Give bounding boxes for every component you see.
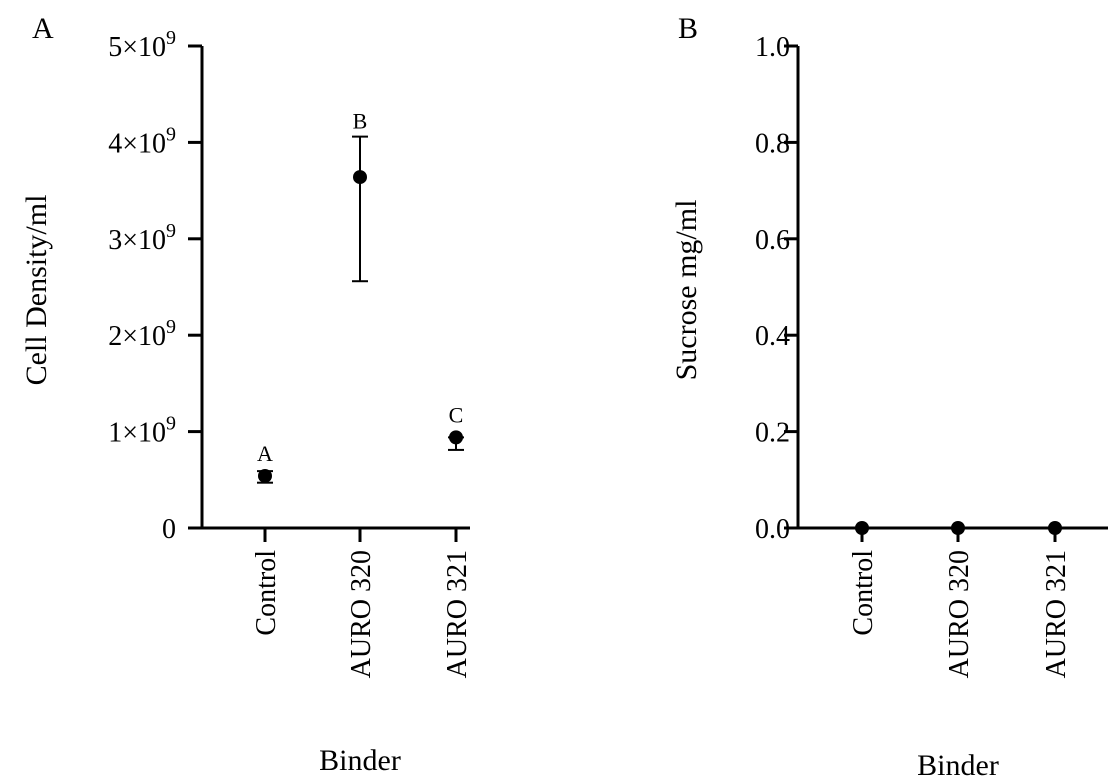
y-tick-label: 4×109 — [108, 123, 176, 159]
y-tick-label: 5×109 — [108, 27, 176, 63]
y-tick-label: 0.2 — [755, 418, 790, 449]
y-tick-label: 1.0 — [755, 32, 790, 63]
panel-label-b: B — [678, 12, 698, 45]
significance-label: A — [257, 441, 273, 466]
y-tick-label: 0.8 — [755, 128, 790, 159]
x-tick-label: AURO 321 — [1041, 550, 1072, 678]
data-point — [1048, 521, 1062, 535]
x-tick-label: AURO 321 — [442, 550, 473, 678]
y-tick-label: 0.6 — [755, 225, 790, 256]
y-tick-label: 0.0 — [755, 514, 790, 545]
y-axis-title-b: Sucrose mg/ml — [670, 200, 703, 381]
y-axis-title-a: Cell Density/ml — [20, 195, 53, 386]
x-tick-label: Control — [251, 550, 282, 636]
x-axis-title-a: Binder — [319, 744, 401, 777]
x-axis-title-b: Binder — [917, 749, 999, 782]
panel-label-a: A — [32, 12, 54, 45]
data-point — [855, 521, 869, 535]
x-tick-label: Control — [848, 550, 879, 636]
data-point — [258, 468, 272, 483]
panel-b: B Sucrose mg/ml Binder 0.0 0.2 0.4 0.6 0.8 1.… — [670, 12, 1108, 782]
panel-a: A Cell Density/ml Binder 0 1×109 2×109 3×10… — [20, 12, 473, 777]
y-tick-label: 1×109 — [108, 413, 176, 449]
significance-label: B — [353, 109, 368, 134]
y-tick-label: 0 — [162, 514, 176, 545]
x-tick-label: AURO 320 — [944, 550, 975, 678]
data-point — [951, 521, 965, 535]
y-tick-label: 3×109 — [108, 220, 176, 256]
y-tick-label: 0.4 — [755, 321, 790, 352]
y-tick-label: 2×109 — [108, 316, 176, 352]
data-point — [353, 170, 367, 185]
significance-label: C — [449, 402, 464, 427]
x-tick-label: AURO 320 — [346, 550, 377, 678]
data-point — [449, 430, 463, 445]
